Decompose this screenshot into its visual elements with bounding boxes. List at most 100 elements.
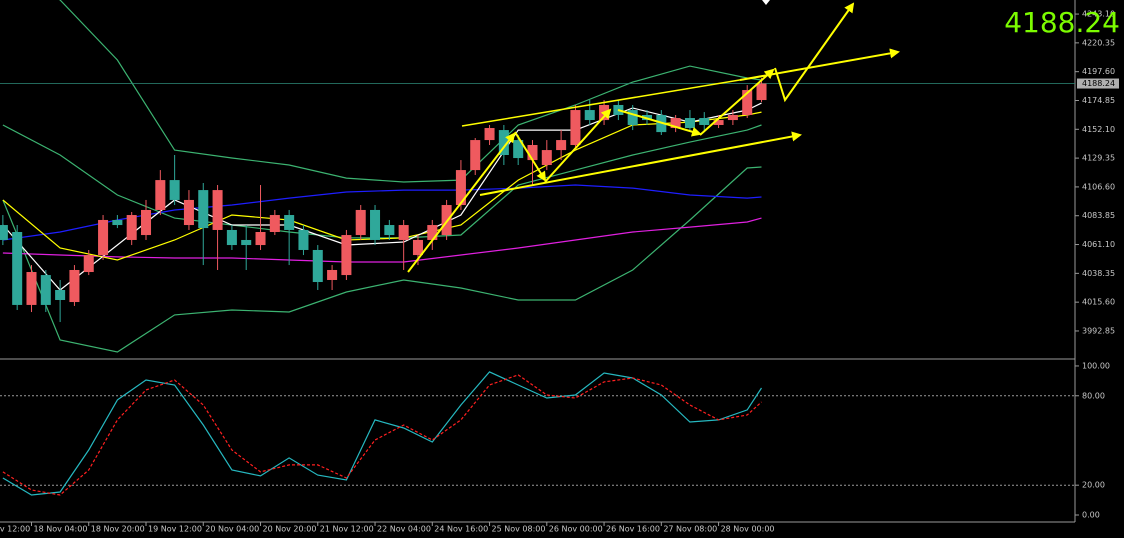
candle-body: [83, 255, 94, 273]
candle-body: [384, 225, 395, 236]
candle-body: [527, 144, 538, 161]
stochastic-panel: [0, 371, 1075, 496]
x-tick-label: 18 Nov 04:00: [33, 525, 87, 534]
x-tick-label: 17 Nov 12:00: [0, 525, 30, 534]
y-tick-label: 3992.85: [1082, 326, 1115, 335]
candle-body: [455, 170, 466, 206]
last-price-box: [1077, 78, 1119, 89]
candle-body: [40, 275, 51, 305]
period-marker: [762, 0, 770, 5]
arrow: [774, 2, 855, 103]
candle-body: [0, 225, 8, 240]
stochastic-line: [2, 374, 762, 496]
candle-body: [370, 209, 381, 240]
candle-body: [513, 140, 524, 159]
arrow: [407, 132, 516, 273]
candle-body: [55, 289, 66, 301]
candle-body: [98, 219, 109, 256]
candle-body: [212, 190, 223, 230]
y-tick-label: 4038.35: [1082, 269, 1115, 278]
x-tick-label: 28 Nov 00:00: [721, 525, 775, 534]
y-tick-label: 4197.60: [1082, 67, 1115, 76]
candle-body: [198, 190, 209, 229]
candle-body: [312, 249, 323, 283]
y-tick-label: 4243.10: [1082, 10, 1115, 19]
y-tick-label: 0.00: [1082, 510, 1100, 519]
candle-body: [713, 120, 724, 125]
candle-body: [584, 110, 595, 121]
y-tick-label: 4129.35: [1082, 154, 1115, 163]
candle-body: [470, 140, 481, 171]
stochastic-line: [2, 371, 763, 496]
candle-body: [627, 110, 638, 125]
candle-body: [670, 118, 681, 129]
candle-body: [699, 118, 710, 125]
candle-body: [183, 199, 194, 226]
candle-body: [427, 225, 438, 240]
arrow: [617, 109, 702, 137]
candle-body: [255, 231, 266, 246]
arrow: [544, 108, 612, 183]
x-tick-label: 25 Nov 08:00: [492, 525, 546, 534]
candle-body: [126, 215, 137, 240]
x-tick-label: 22 Nov 04:00: [377, 525, 431, 534]
x-tick-label: 20 Nov 20:00: [263, 525, 317, 534]
candle-body: [69, 269, 80, 303]
candle-body: [742, 90, 753, 115]
x-tick-label: 20 Nov 04:00: [205, 525, 259, 534]
indicator-line: [2, 166, 762, 353]
x-tick-label: 27 Nov 08:00: [663, 525, 717, 534]
y-tick-label: 4106.60: [1082, 182, 1115, 191]
current-price: 4188.24: [1004, 6, 1120, 39]
channel-line: [461, 74, 771, 127]
arrow: [699, 68, 775, 136]
candle-body: [756, 83, 767, 101]
x-tick-label: 19 Nov 12:00: [148, 525, 202, 534]
axes: 4243.10 4220.35 4197.60 4174.85 4152.10 4129.…: [0, 6, 1120, 534]
candle-body: [284, 215, 295, 230]
price-panel: [0, 0, 1075, 353]
candle-body: [155, 180, 166, 210]
y-tick-label: 20.00: [1082, 481, 1105, 490]
x-tick-label: 24 Nov 16:00: [434, 525, 488, 534]
candle-body: [484, 128, 495, 141]
y-tick-label: 4015.60: [1082, 298, 1115, 307]
candle-body: [112, 219, 123, 226]
candle-body: [570, 110, 581, 145]
candle-body: [441, 205, 452, 236]
y-tick-label: 4083.85: [1082, 211, 1115, 220]
y-tick-label: 100.00: [1082, 361, 1110, 370]
candle-body: [398, 225, 409, 240]
candle-body: [12, 231, 23, 305]
y-tick-label: 4152.10: [1082, 125, 1115, 134]
y-tick-label: 4061.10: [1082, 240, 1115, 249]
candle-body: [226, 229, 237, 246]
candle-body: [327, 269, 338, 280]
arrow: [514, 131, 547, 182]
arrow: [479, 131, 802, 196]
candle-body: [26, 272, 37, 305]
y-tick-label: 4220.35: [1082, 38, 1115, 47]
candle-body: [269, 215, 280, 232]
candle-body: [298, 229, 309, 250]
last-price-label: 4188.24: [1082, 79, 1115, 88]
y-tick-label: 80.00: [1082, 391, 1105, 400]
candle-body: [412, 239, 423, 256]
candle-body: [169, 180, 180, 200]
x-tick-label: 26 Nov 16:00: [606, 525, 660, 534]
candle-body: [241, 239, 252, 246]
x-tick-label: 18 Nov 20:00: [91, 525, 145, 534]
candle-body: [727, 114, 738, 121]
trend-drawings: [407, 2, 900, 273]
candle-body: [498, 130, 509, 156]
candle-body: [341, 235, 352, 276]
indicator-line: [58, 0, 762, 183]
y-tick-label: 4174.85: [1082, 96, 1115, 105]
candle-body: [355, 209, 366, 236]
candle-body: [541, 150, 552, 166]
candle-body: [556, 140, 567, 151]
x-tick-label: 21 Nov 12:00: [320, 525, 374, 534]
